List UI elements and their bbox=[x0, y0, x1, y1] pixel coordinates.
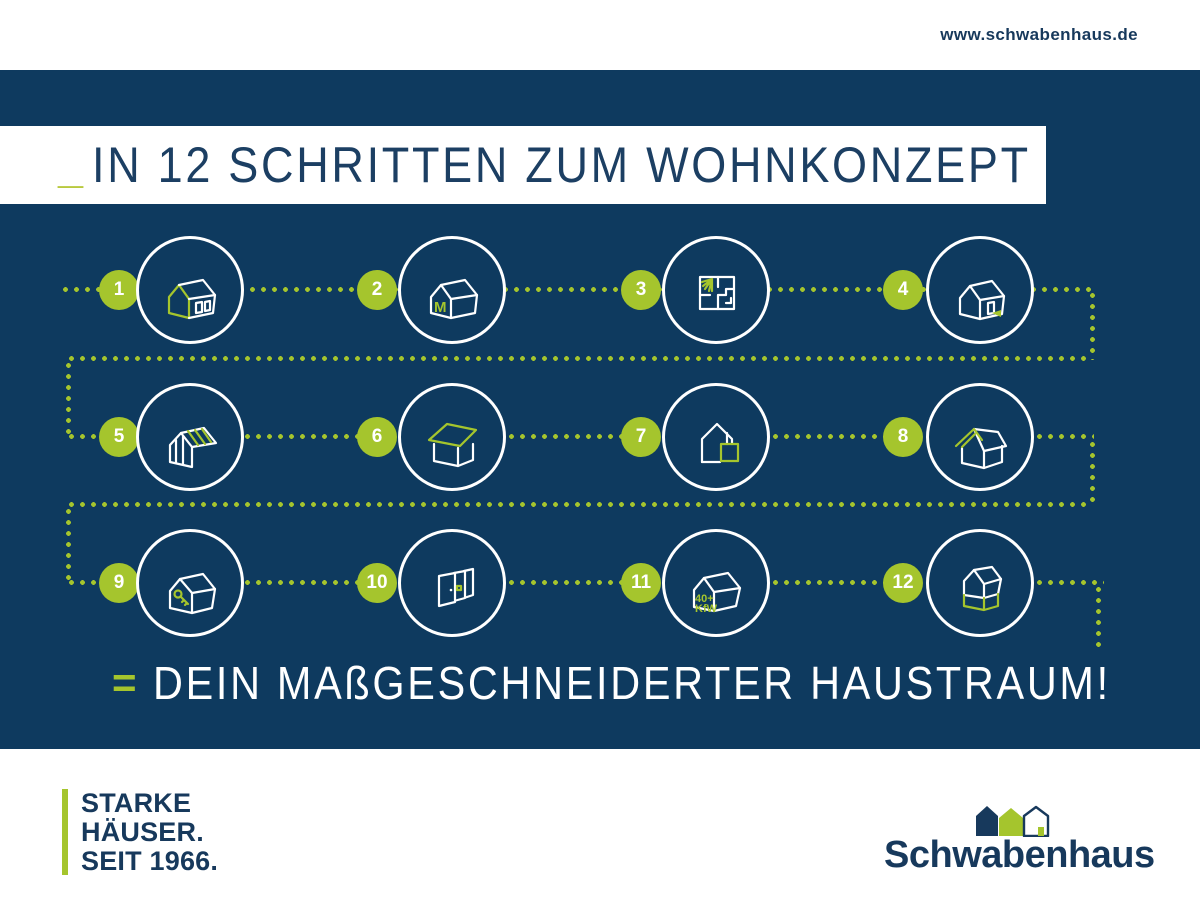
step-badge-8: 8 bbox=[883, 417, 923, 457]
schwabenhaus-logo: Schwabenhaus bbox=[884, 803, 1164, 877]
step-badge-11: 11 bbox=[621, 563, 661, 603]
step-badge-4: 4 bbox=[883, 270, 923, 310]
page-title: IN 12 SCHRITTEN ZUM WOHNKONZEPT bbox=[92, 137, 1031, 193]
logo-houses-icon bbox=[976, 805, 1050, 837]
dotted-line-left-down2 bbox=[66, 506, 71, 582]
footer: STARKE HÄUSER. SEIT 1966. Schwabenhaus bbox=[0, 749, 1200, 900]
claim-line-1: STARKE bbox=[81, 788, 192, 818]
step-badge-3: 3 bbox=[621, 270, 661, 310]
step-node-3 bbox=[662, 236, 770, 344]
dotted-line-right-down2 bbox=[1090, 439, 1095, 505]
house-entrance-icon bbox=[958, 279, 1006, 321]
step-node-12 bbox=[926, 529, 1034, 637]
title-underscore: _ bbox=[58, 137, 84, 193]
house-exterior-icon bbox=[167, 278, 217, 320]
tagline: = DEIN MAßGESCHNEIDERTER HAUSTRAUM! bbox=[112, 656, 1200, 710]
step-badge-7: 7 bbox=[621, 417, 661, 457]
dotted-line-row1 bbox=[60, 287, 1096, 292]
house-extension-icon bbox=[700, 422, 740, 464]
step-node-10 bbox=[398, 529, 506, 637]
show-home-m-icon: M bbox=[429, 278, 479, 320]
dotted-line-right-down1 bbox=[1090, 290, 1095, 360]
equals-sign: = bbox=[112, 659, 137, 706]
website-url: www.schwabenhaus.de bbox=[940, 25, 1138, 44]
kfw-label: KfW bbox=[695, 603, 718, 615]
top-bar: www.schwabenhaus.de bbox=[0, 0, 1200, 70]
step-node-1 bbox=[136, 236, 244, 344]
tagline-text: DEIN MAßGESCHNEIDERTER HAUSTRAUM! bbox=[152, 657, 1111, 709]
house-key-icon bbox=[168, 572, 217, 615]
kfw-efficiency-icon: 40+ KfW bbox=[692, 571, 742, 615]
step-badge-2: 2 bbox=[357, 270, 397, 310]
dotted-line-left-down1 bbox=[66, 360, 71, 436]
step-badge-12: 12 bbox=[883, 563, 923, 603]
logo-wordmark: Schwabenhaus bbox=[884, 834, 1155, 876]
dotted-line-row3 bbox=[66, 580, 1104, 585]
step-node-5 bbox=[136, 383, 244, 491]
dotted-line-return1 bbox=[66, 356, 1092, 361]
show-home-m-label: M bbox=[434, 299, 447, 316]
step-badge-1: 1 bbox=[99, 270, 139, 310]
brand-claim: STARKE HÄUSER. SEIT 1966. bbox=[62, 789, 218, 876]
step-badge-9: 9 bbox=[99, 563, 139, 603]
step-node-2: M bbox=[398, 236, 506, 344]
roof-truss-icon bbox=[954, 427, 1008, 470]
claim-line-2: HÄUSER. bbox=[81, 817, 204, 847]
dotted-line-return2 bbox=[66, 502, 1092, 507]
kfw-40-label: 40+ bbox=[695, 593, 714, 605]
house-roofing-icon bbox=[427, 422, 478, 468]
claim-line-3: SEIT 1966. bbox=[81, 846, 219, 876]
dotted-line-right-down3 bbox=[1096, 584, 1101, 650]
step-node-11: 40+ KfW bbox=[662, 529, 770, 637]
claim-green-bar bbox=[62, 789, 68, 875]
step-node-7 bbox=[662, 383, 770, 491]
title-banner-inner: _ IN 12 SCHRITTEN ZUM WOHNKONZEPT bbox=[58, 136, 1031, 194]
floor-plan-icon bbox=[698, 275, 736, 311]
step-node-9 bbox=[136, 529, 244, 637]
title-banner: _ IN 12 SCHRITTEN ZUM WOHNKONZEPT bbox=[0, 126, 1046, 204]
step-node-4 bbox=[926, 236, 1034, 344]
step-node-8 bbox=[926, 383, 1034, 491]
interior-doors-icon bbox=[437, 567, 475, 608]
house-shell-icon bbox=[168, 426, 218, 469]
step-node-6 bbox=[398, 383, 506, 491]
step-badge-5: 5 bbox=[99, 417, 139, 457]
step-badge-6: 6 bbox=[357, 417, 397, 457]
step-badge-10: 10 bbox=[357, 563, 397, 603]
house-basement-icon bbox=[962, 565, 1003, 612]
claim-text: STARKE HÄUSER. SEIT 1966. bbox=[81, 789, 218, 876]
dotted-line-row2 bbox=[66, 434, 1094, 439]
